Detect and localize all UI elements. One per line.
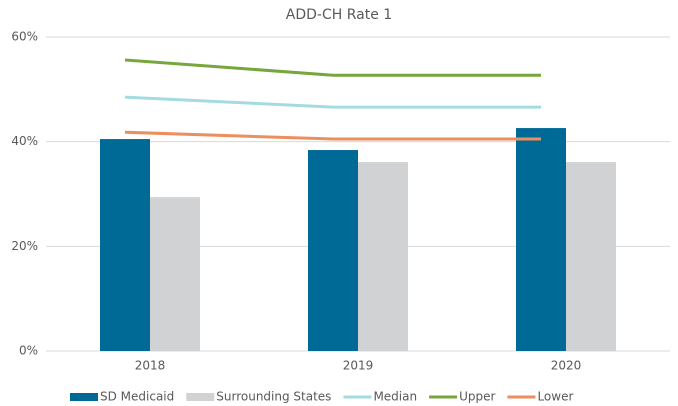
bar [566,162,616,351]
legend-label: Upper [459,390,495,404]
bar [308,150,358,351]
y-tick-label: 20% [11,239,38,253]
chart-title: ADD-CH Rate 1 [286,7,392,23]
legend-label: Median [373,390,417,404]
x-tick-label: 2020 [551,359,582,373]
y-tick-label: 40% [11,134,38,148]
line-series [124,130,541,141]
legend-label: Lower [537,390,573,404]
bar [358,162,408,351]
x-tick-label: 2019 [343,359,374,373]
x-tick-label: 2018 [135,359,166,373]
line-series [124,58,541,77]
legend-label: Surrounding States [216,390,331,404]
line-series [124,95,541,109]
legend-label: SD Medicaid [100,390,174,404]
legend-swatch [70,393,98,401]
y-tick-label: 60% [11,30,38,44]
bar [150,197,200,351]
y-tick-label: 0% [19,344,38,358]
bar [516,128,566,351]
bar [100,139,150,351]
legend-swatch [186,393,215,401]
